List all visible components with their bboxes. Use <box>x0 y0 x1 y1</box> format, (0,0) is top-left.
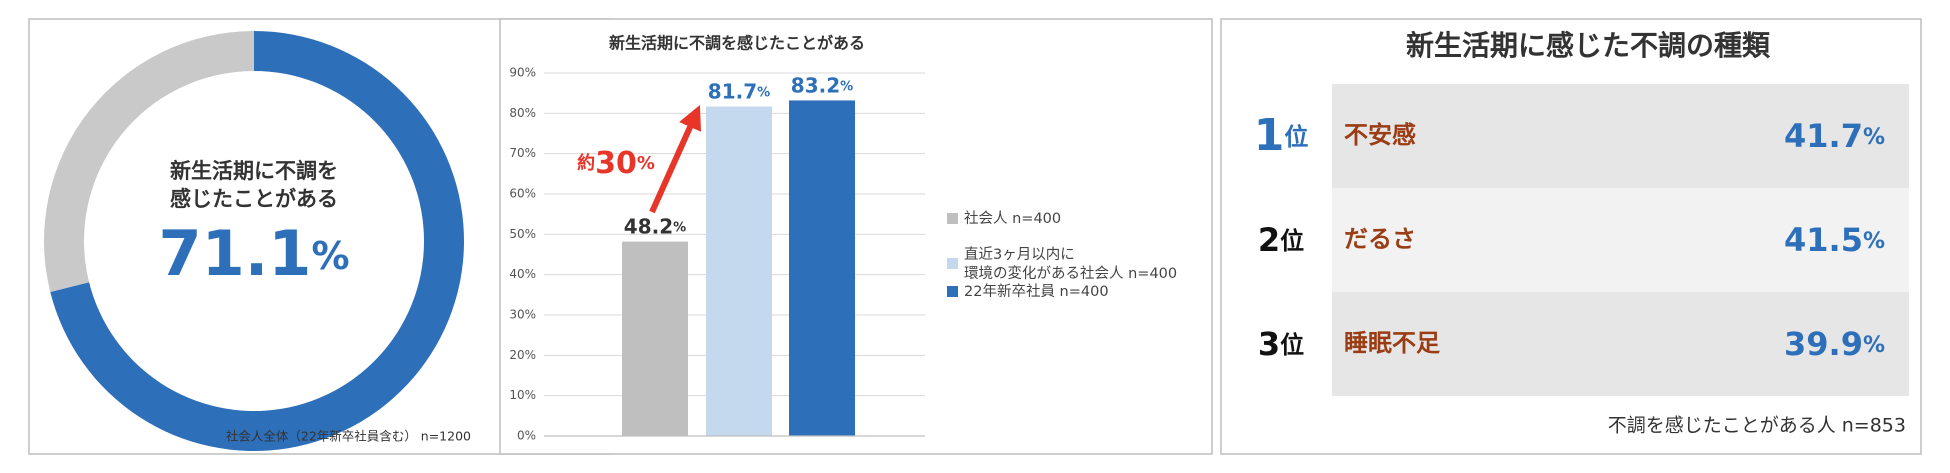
item-value: 39.9% <box>1784 325 1885 363</box>
y-tick-label: 50% <box>509 227 536 241</box>
item: 不安感 <box>1344 121 1416 149</box>
row-band <box>1332 188 1909 292</box>
legend-swatch <box>947 258 958 269</box>
y-tick-label: 10% <box>509 388 536 402</box>
legend-label: 直近3ヶ月以内に環境の変化がある社会人 n=400 <box>964 246 1177 282</box>
value-label: 81.7% <box>708 79 770 103</box>
center-label: 新生活期に不調を <box>170 159 338 183</box>
legend-label: 22年新卒社員 n=400 <box>964 283 1109 300</box>
rank: 3位 <box>1258 325 1304 363</box>
bar <box>706 106 772 436</box>
center-label: 感じたことがある <box>170 187 338 211</box>
annotation: 約30% <box>577 146 655 181</box>
rank: 2位 <box>1258 221 1304 259</box>
annotation-arrow <box>649 105 702 214</box>
item: だるさ <box>1344 225 1416 253</box>
y-tick-label: 90% <box>509 66 536 80</box>
panel-frame <box>499 18 1213 455</box>
legend-label: 社会人 n=400 <box>964 210 1061 227</box>
legend-swatch <box>947 286 958 297</box>
value-label: 83.2% <box>791 73 853 97</box>
y-tick-label: 60% <box>509 187 536 201</box>
y-tick-label: 80% <box>509 106 536 120</box>
donut-segment <box>43 31 254 292</box>
bar <box>622 241 688 436</box>
y-tick-label: 0% <box>517 429 536 443</box>
y-tick-label: 70% <box>509 146 536 160</box>
ranking-note: 不調を感じたことがある人 n=853 <box>1608 415 1906 437</box>
y-tick-label: 20% <box>509 348 536 362</box>
item-value: 41.5% <box>1784 221 1885 259</box>
legend-swatch <box>947 213 958 224</box>
y-tick-label: 40% <box>509 267 536 281</box>
y-tick-label: 30% <box>509 308 536 322</box>
chart-title: 新生活期に不調を感じたことがある <box>609 34 865 53</box>
value-label: 71.1% <box>158 217 349 290</box>
item-value: 41.7% <box>1784 117 1885 155</box>
row-band <box>1332 84 1909 188</box>
ranking-title: 新生活期に感じた不調の種類 <box>1406 29 1771 62</box>
item: 睡眠不足 <box>1344 329 1440 357</box>
row-band <box>1332 292 1909 396</box>
rank: 1位 <box>1254 110 1309 161</box>
footnote: 社会人全体（22年新卒社員含む） n=1200 <box>226 429 471 444</box>
bar <box>789 100 855 436</box>
value-label: 48.2% <box>624 214 686 238</box>
